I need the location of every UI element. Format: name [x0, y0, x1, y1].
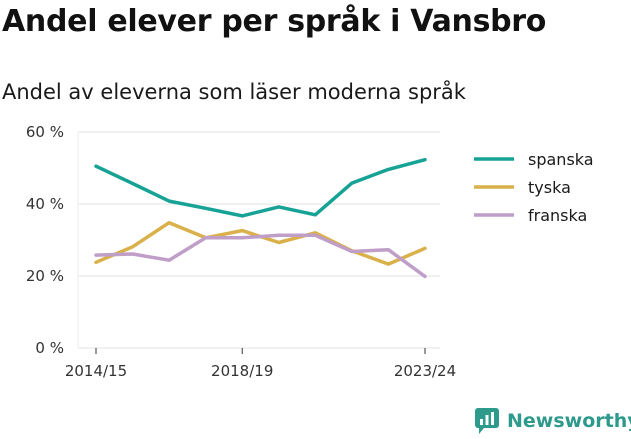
y-tick-label: 20 % — [26, 267, 64, 285]
newsworthy-logo-icon — [475, 408, 499, 434]
newsworthy-logo: Newsworthy — [475, 408, 631, 434]
chart-subtitle: Andel av eleverna som läser moderna språ… — [2, 80, 466, 104]
x-tick-label: 2023/24 — [394, 362, 456, 380]
y-tick-label: 0 % — [35, 339, 64, 357]
series-line-spanska — [94, 157, 427, 218]
series-line-franska — [94, 233, 427, 279]
x-tick-label: 2014/15 — [65, 362, 127, 380]
x-tick-label: 2018/19 — [211, 362, 273, 380]
y-tick-label: 60 % — [26, 123, 64, 141]
legend-label-spanska: spanska — [528, 150, 594, 169]
y-tick-label: 40 % — [26, 195, 64, 213]
legend-label-franska: franska — [528, 206, 587, 225]
chart-title: Andel elever per språk i Vansbro — [2, 4, 547, 39]
newsworthy-logo-text: Newsworthy — [507, 410, 631, 432]
legend-label-tyska: tyska — [528, 178, 571, 197]
